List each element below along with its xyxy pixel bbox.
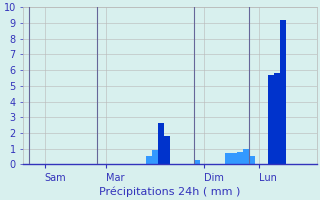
Bar [249,156,255,164]
Bar [146,156,152,164]
Bar [194,160,201,164]
Bar [243,149,249,164]
Bar [158,123,164,164]
Bar [237,152,243,164]
Bar [231,153,237,164]
X-axis label: Précipitations 24h ( mm ): Précipitations 24h ( mm ) [99,186,241,197]
Bar [164,136,170,164]
Bar [280,20,286,164]
Bar [274,73,280,164]
Bar [225,153,231,164]
Bar [268,75,274,164]
Bar [152,150,158,164]
